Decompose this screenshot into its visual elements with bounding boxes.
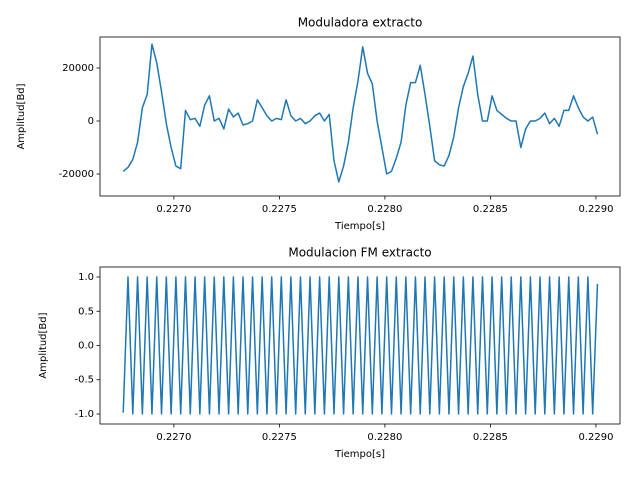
x-tick-label: 0.2290 [578, 432, 613, 443]
x-tick-label: 0.2275 [262, 432, 297, 443]
data-line [122, 43, 599, 183]
y-tick-label: 1.0 [78, 272, 94, 283]
y-tick-label: 0.5 [78, 306, 94, 317]
y-tick-label: 0.0 [78, 341, 94, 352]
y-tick-label: 0 [88, 116, 94, 127]
x-tick-label: 0.2270 [156, 432, 191, 443]
chart-title: Moduladora extracto [298, 16, 423, 30]
y-tick-label: 20000 [62, 63, 94, 74]
x-tick-label: 0.2280 [367, 432, 402, 443]
x-tick-label: 0.2290 [578, 204, 613, 215]
x-tick-label: 0.2285 [473, 204, 508, 215]
y-tick-label: -0.5 [74, 375, 94, 386]
x-tick-label: 0.2285 [473, 432, 508, 443]
data-line [122, 276, 599, 415]
plot-frame [99, 36, 621, 197]
chart-title: Modulacion FM extracto [288, 246, 431, 260]
y-axis-label: Amplitud[Bd] [16, 83, 27, 149]
plot-frame [99, 266, 621, 425]
x-tick-label: 0.2280 [367, 204, 402, 215]
x-tick-label: 0.2275 [262, 204, 297, 215]
x-axis-label: Tiempo[s] [334, 221, 385, 232]
y-axis-label: Amplitud[Bd] [38, 312, 49, 378]
y-tick-label: -1.0 [74, 409, 94, 420]
y-tick-label: -20000 [59, 169, 94, 180]
x-tick-label: 0.2270 [156, 204, 191, 215]
x-axis-label: Tiempo[s] [334, 449, 385, 460]
